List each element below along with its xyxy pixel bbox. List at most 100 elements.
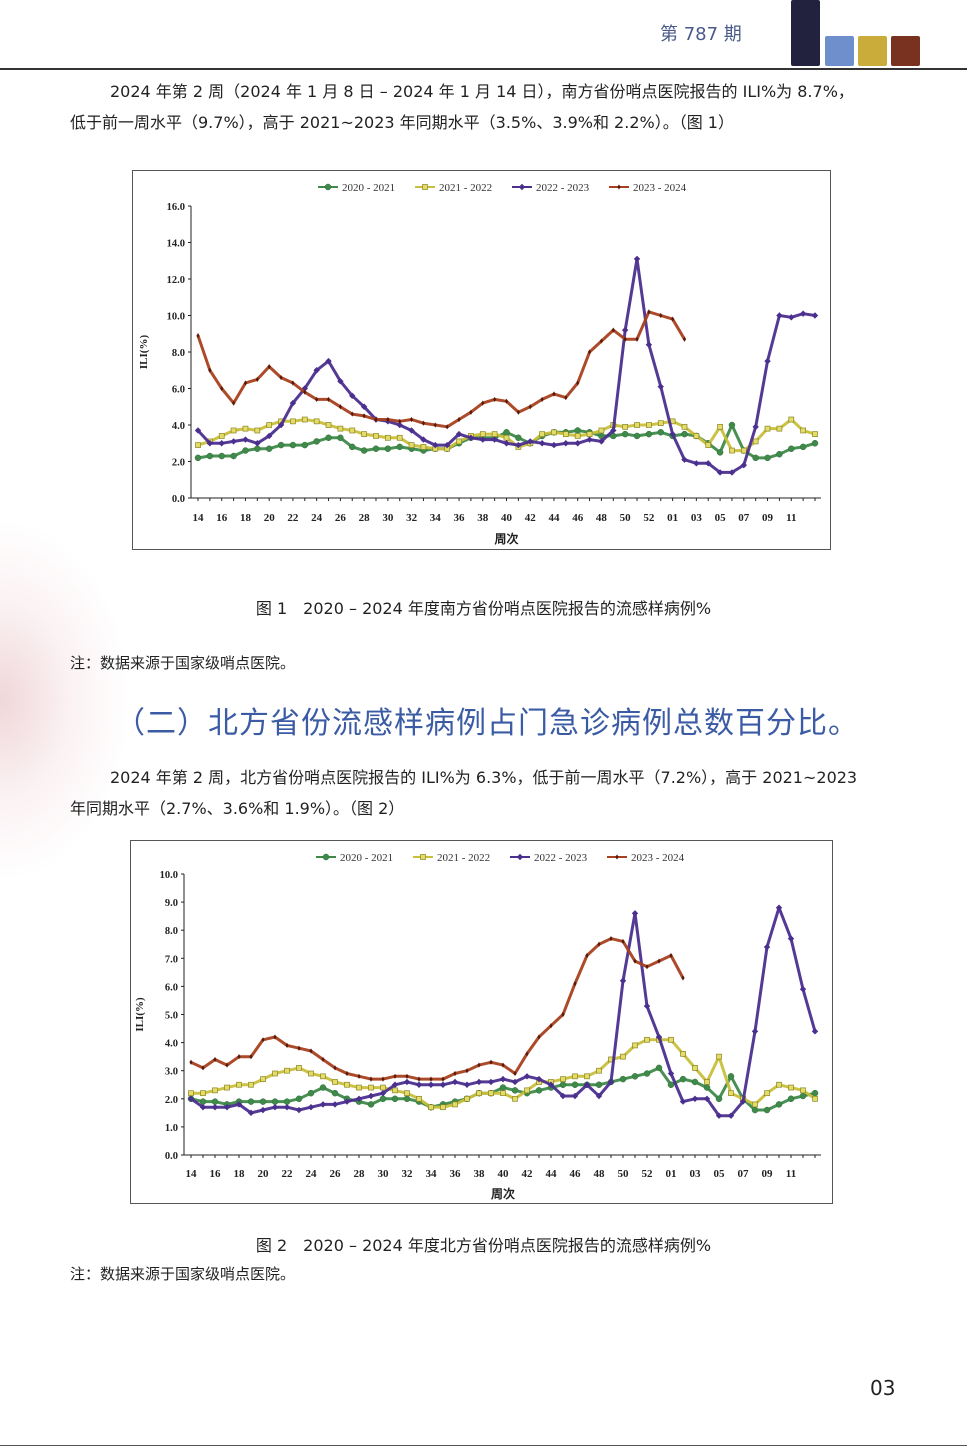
data-point [621, 430, 629, 438]
data-point [574, 440, 581, 447]
x-tick-label: 48 [596, 512, 608, 524]
data-point [230, 427, 237, 434]
y-tick-label: 0.0 [172, 494, 185, 505]
data-point [515, 441, 522, 449]
chart-south: 0.0 2.0 4.0 6.0 8.0 10.0 12.0 14.0 16.0 14 16 18 20 2… [132, 170, 831, 550]
data-point [500, 1090, 506, 1097]
data-point [211, 1104, 219, 1111]
legend-marker [615, 854, 619, 860]
data-point [301, 441, 309, 449]
data-point [775, 904, 783, 911]
x-tick-label: 24 [306, 1168, 318, 1180]
data-point [356, 1084, 362, 1091]
data-point [716, 1053, 722, 1060]
y-tick-label: 10.0 [160, 870, 178, 881]
legend-marker [516, 853, 524, 861]
data-point [440, 1104, 446, 1111]
data-point [452, 1101, 458, 1108]
data-point [259, 1106, 267, 1114]
data-point [657, 383, 664, 390]
data-point [283, 1104, 291, 1111]
data-point [265, 432, 273, 440]
data-point [301, 385, 308, 392]
legend-marker [518, 183, 526, 191]
data-point [610, 427, 617, 434]
data-point [597, 941, 601, 947]
data-point [727, 1073, 735, 1080]
data-point [503, 440, 510, 447]
data-point [368, 1084, 374, 1091]
data-point [586, 431, 593, 437]
page-number: 03 [870, 1376, 896, 1400]
data-point [218, 433, 225, 439]
data-point [254, 427, 261, 434]
data-point [379, 1095, 387, 1103]
data-point [248, 1081, 254, 1088]
y-tick-label: 12.0 [167, 275, 185, 286]
x-tick-label: 16 [210, 1168, 222, 1180]
x-tick-label: 30 [382, 512, 394, 524]
data-point [283, 1098, 291, 1105]
data-point [332, 1079, 338, 1085]
data-point [655, 1064, 663, 1072]
data-point [396, 443, 403, 451]
x-tick-label: 11 [786, 1168, 796, 1180]
data-point [623, 336, 627, 342]
x-tick-label: 05 [714, 1168, 726, 1180]
x-tick-label: 40 [501, 512, 513, 524]
x-axis-title: 周次 [494, 531, 518, 546]
data-point [646, 422, 652, 428]
data-point [516, 409, 520, 415]
data-point [525, 1051, 529, 1057]
data-point [254, 445, 261, 452]
data-point [776, 425, 783, 432]
data-point [313, 438, 320, 445]
paragraph-line: 年同期水平（2.7%、3.6%和 1.9%）。（图 2） [70, 799, 405, 818]
data-point [384, 445, 392, 452]
data-point [380, 1084, 386, 1091]
data-point [691, 1078, 699, 1086]
data-point [599, 338, 604, 344]
data-point [225, 1062, 229, 1068]
data-point [499, 1075, 507, 1083]
data-point [752, 438, 759, 445]
data-point [788, 1084, 794, 1091]
issue-number: 第 787 期 [660, 24, 742, 45]
data-point [199, 1098, 207, 1105]
x-tick-label: 07 [738, 1168, 750, 1180]
data-point [455, 430, 463, 438]
data-point [308, 1070, 314, 1077]
data-point [313, 367, 320, 374]
x-tick-label: 14 [186, 1168, 198, 1180]
data-point [487, 1078, 495, 1086]
data-point [360, 447, 368, 454]
data-point [309, 1048, 313, 1054]
data-point [277, 441, 285, 449]
data-point [643, 1070, 651, 1077]
data-point [512, 1095, 518, 1102]
data-point [331, 1089, 339, 1097]
data-point [587, 349, 592, 355]
data-point [788, 445, 795, 452]
legend-label: 2021 - 2022 [437, 852, 490, 864]
data-point [515, 434, 522, 442]
data-point [703, 1084, 711, 1091]
data-point [272, 1070, 278, 1077]
data-point [752, 454, 759, 462]
data-point [295, 1095, 303, 1103]
data-point [535, 1087, 543, 1094]
data-point [367, 1101, 375, 1108]
data-point [728, 469, 736, 476]
data-point [668, 1036, 674, 1043]
data-point [562, 431, 569, 437]
data-point [477, 1062, 481, 1068]
data-point [392, 1087, 398, 1094]
data-point [573, 980, 577, 987]
data-point [501, 1062, 505, 1068]
legend-marker [617, 184, 621, 190]
x-tick-label: 46 [570, 1168, 582, 1180]
figure-2-note: 注：数据来源于国家级哨点医院。 [70, 1265, 296, 1283]
legend-label: 2023 - 2024 [633, 182, 687, 194]
data-point [679, 1098, 687, 1105]
data-point [367, 1092, 375, 1100]
